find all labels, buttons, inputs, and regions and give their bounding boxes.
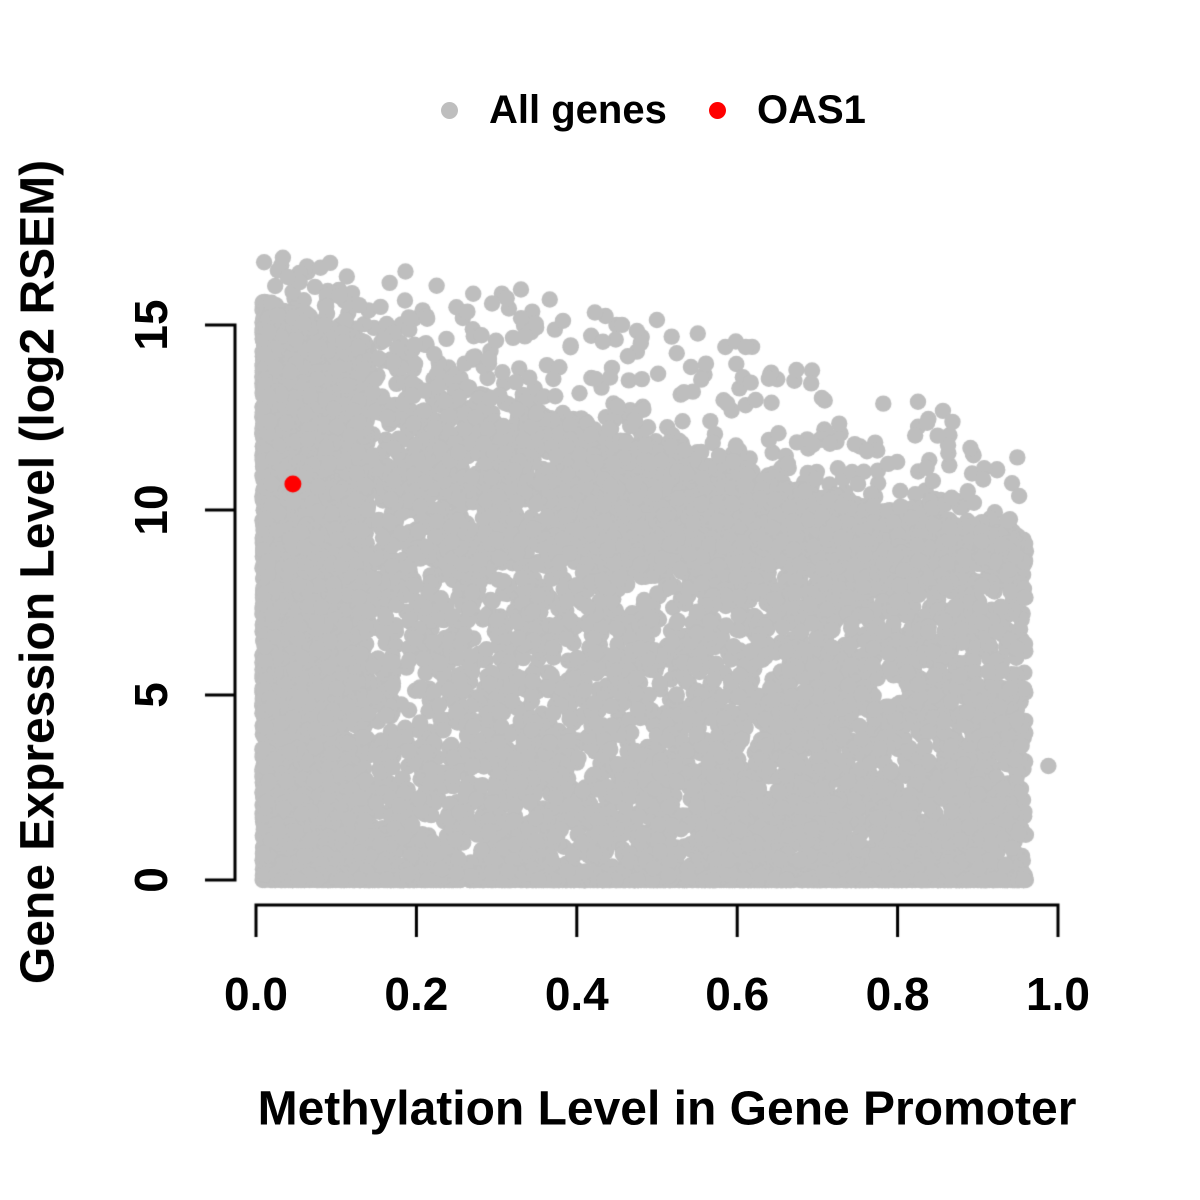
x-tick-label: 1.0 [1026, 968, 1090, 1020]
y-tick-label: 0 [125, 867, 177, 893]
x-tick-label: 0.4 [544, 968, 609, 1020]
oas1-marker-icon [709, 101, 726, 119]
legend-label-all-genes: All genes [489, 87, 667, 132]
y-tick-label: 10 [125, 484, 177, 536]
x-tick-label: 0.2 [384, 968, 449, 1020]
y-axis-title: Gene Expression Level (log2 RSEM) [11, 159, 65, 985]
legend-label-oas1: OAS1 [757, 87, 866, 132]
all-genes-marker-icon [441, 101, 458, 119]
legend-item-oas1: OAS1 [709, 88, 866, 132]
legend-item-all-genes: All genes [441, 88, 667, 132]
x-tick-label: 0.6 [705, 968, 770, 1020]
y-tick-label: 15 [125, 299, 177, 351]
x-tick-label: 0.8 [865, 968, 930, 1020]
x-tick-label: 0.0 [224, 968, 288, 1020]
y-tick-label: 5 [125, 682, 177, 708]
x-axis-title: Methylation Level in Gene Promoter [257, 1082, 1077, 1136]
